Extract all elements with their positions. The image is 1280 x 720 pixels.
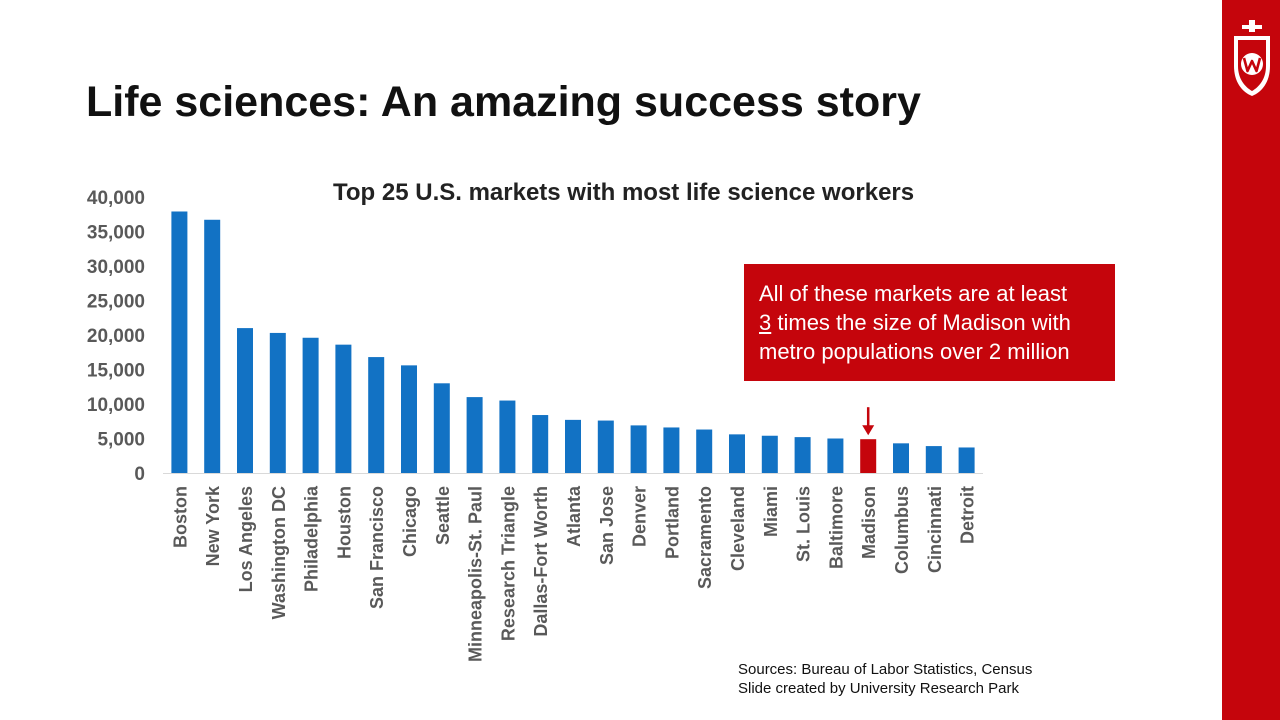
slide-title: Life sciences: An amazing success story <box>86 78 921 126</box>
bar-baltimore <box>827 438 844 473</box>
credit-line: Slide created by University Research Par… <box>738 680 1019 697</box>
bar-research-triangle <box>499 400 516 473</box>
y-tick-label: 5,000 <box>97 430 145 451</box>
bar-los-angeles <box>237 328 253 473</box>
x-tick-label: Baltimore <box>826 486 846 569</box>
x-tick-label: Cincinnati <box>925 486 945 573</box>
bar-dallas-fort-worth <box>532 415 549 473</box>
bar-houston <box>335 344 352 473</box>
y-tick-label: 25,000 <box>87 292 145 313</box>
bar-washington-dc <box>269 332 286 473</box>
callout-line-2-text: times the size of Madison with <box>771 310 1071 335</box>
x-tick-label: Detroit <box>958 486 978 544</box>
y-tick-label: 0 <box>134 464 145 485</box>
y-tick-label: 30,000 <box>87 257 145 278</box>
x-tick-label: Miami <box>761 486 781 537</box>
bar-denver <box>630 425 647 473</box>
x-tick-label: New York <box>203 485 223 566</box>
bar-san-francisco <box>368 357 385 473</box>
x-tick-label: Seattle <box>433 486 453 545</box>
bar-chicago <box>401 365 417 473</box>
bar-seattle <box>433 383 450 473</box>
x-tick-label: Minneapolis-St. Paul <box>466 486 486 662</box>
callout-box: All of these markets are at least 3 time… <box>744 264 1115 381</box>
x-tick-label: Chicago <box>400 486 420 557</box>
bar-cincinnati <box>925 446 942 473</box>
callout-line-2: 3 times the size of Madison with <box>759 308 1105 337</box>
madison-arrow-icon <box>862 425 875 436</box>
x-tick-label: Portland <box>662 486 682 559</box>
x-tick-label: Denver <box>630 486 650 547</box>
x-tick-label: St. Louis <box>794 486 814 562</box>
bar-chart: 0 5,000 10,000 15,000 20,000 25,000 30,000 35,0… <box>87 188 983 662</box>
bar-san-jose <box>597 420 614 473</box>
x-tick-label: Washington DC <box>269 486 289 619</box>
y-tick-label: 35,000 <box>87 223 145 244</box>
brand-sidebar <box>1222 0 1280 720</box>
x-tick-label: Research Triangle <box>498 486 518 641</box>
bar-cleveland <box>729 434 745 473</box>
y-tick-label: 15,000 <box>87 361 145 382</box>
bar-philadelphia <box>302 337 319 473</box>
sources-note: Sources: Bureau of Labor Statistics, Cen… <box>738 660 1032 698</box>
bar-st-louis <box>794 437 811 473</box>
y-tick-label: 20,000 <box>87 326 145 347</box>
x-tick-label: Cleveland <box>728 486 748 571</box>
x-tick-label: Madison <box>859 486 879 559</box>
callout-line-3: metro populations over 2 million <box>759 339 1070 364</box>
chart-title: Top 25 U.S. markets with most life scien… <box>333 179 915 206</box>
bar-minneapolis-st-paul <box>466 397 483 473</box>
x-tick-label: Dallas-Fort Worth <box>531 486 551 637</box>
crest-logo-icon <box>1234 20 1270 96</box>
bar-madison <box>860 439 877 473</box>
callout-line-1: All of these markets are at least <box>759 281 1068 306</box>
callout-number: 3 <box>759 310 772 335</box>
x-tick-label: Sacramento <box>695 486 715 589</box>
bar-portland <box>663 427 680 473</box>
x-tick-label: Boston <box>170 486 190 548</box>
bar-miami <box>761 435 778 473</box>
bar-atlanta <box>565 419 581 473</box>
y-tick-label: 10,000 <box>87 395 145 416</box>
bar-detroit <box>958 447 975 473</box>
x-tick-label: Atlanta <box>564 485 584 547</box>
bar-columbus <box>893 443 909 473</box>
bar-sacramento <box>696 429 713 473</box>
y-tick-label: 40,000 <box>87 188 145 209</box>
x-tick-label: San Francisco <box>367 486 387 609</box>
bar-boston <box>171 211 188 474</box>
x-tick-label: San Jose <box>597 486 617 565</box>
x-tick-label: Houston <box>334 486 354 559</box>
bar-new-york <box>204 219 221 473</box>
x-tick-label: Los Angeles <box>236 486 256 592</box>
sources-line: Sources: Bureau of Labor Statistics, Cen… <box>738 661 1033 678</box>
x-tick-label: Columbus <box>892 486 912 574</box>
x-tick-label: Philadelphia <box>302 485 322 592</box>
